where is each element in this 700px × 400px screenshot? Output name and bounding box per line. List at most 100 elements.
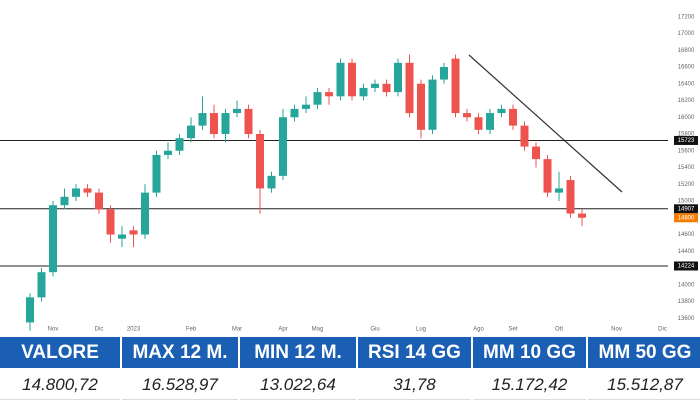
candle-body <box>37 272 46 298</box>
candle-body <box>26 297 34 323</box>
candle-body <box>520 125 529 147</box>
x-tick-label: Dic <box>658 327 667 333</box>
x-tick-label: Set <box>508 327 517 333</box>
y-tick-label: 15000 <box>678 199 695 205</box>
candle-body <box>509 108 517 126</box>
candle-body <box>210 113 218 134</box>
candle-body <box>463 113 471 118</box>
candle-body <box>256 134 264 189</box>
candle-body <box>325 92 333 97</box>
trend-line <box>468 54 623 193</box>
table-header-cell: RSI 14 GG <box>358 337 471 368</box>
x-tick-label: Mar <box>232 327 242 333</box>
candle-body <box>290 108 299 118</box>
candle-body <box>417 83 425 130</box>
candle-body <box>60 196 69 206</box>
candle-body <box>566 180 575 214</box>
y-tick-label: 13600 <box>678 316 695 322</box>
candle-body <box>371 83 379 88</box>
candle-body <box>440 67 448 80</box>
candle-body <box>152 154 161 193</box>
x-tick-label: Apr <box>278 327 287 333</box>
candle-body <box>49 205 57 273</box>
last-price-tag <box>674 213 698 223</box>
x-tick-label: Feb <box>186 327 197 333</box>
candle-body <box>198 113 207 126</box>
x-tick-label: Lug <box>416 327 426 333</box>
candle-body <box>302 104 310 109</box>
table-header-cell: MAX 12 M. <box>122 337 238 368</box>
y-tick-label: 14600 <box>678 232 695 238</box>
candle-body <box>95 192 103 210</box>
table-cell: 31,78 <box>358 370 471 400</box>
candle-body <box>405 62 414 114</box>
candle-body <box>348 62 356 97</box>
candle-body <box>141 192 149 235</box>
candle-body <box>451 58 460 114</box>
candle-body <box>394 62 402 93</box>
table-cell: 15.172,42 <box>473 370 586 400</box>
candle-body <box>474 117 483 130</box>
y-tick-label: 15800 <box>678 132 695 138</box>
x-tick-label: Mag <box>312 327 324 333</box>
table-header-cell: VALORE <box>0 337 120 368</box>
y-tick-label: 16600 <box>678 65 695 71</box>
candle-body <box>497 108 506 114</box>
y-tick-label: 16400 <box>678 81 695 87</box>
level-label: 15723 <box>678 138 695 144</box>
candle-body <box>118 234 126 239</box>
level-label: 14224 <box>678 264 695 270</box>
y-tick-label: 15600 <box>678 148 695 154</box>
level-tag <box>674 204 698 214</box>
candle-body <box>555 188 563 193</box>
x-tick-label: Nov <box>611 327 622 333</box>
stats-table: VALORE MAX 12 M. MIN 12 M. RSI 14 GG MM 10 G… <box>0 337 700 400</box>
level-tag <box>674 135 698 145</box>
y-tick-label: 16200 <box>678 98 695 104</box>
y-tick-label: 14000 <box>678 282 695 288</box>
table-cell: 15.512,87 <box>588 370 700 400</box>
level-tag <box>674 261 698 271</box>
table-cell: 13.022,64 <box>240 370 356 400</box>
level-label: 14907 <box>678 206 695 212</box>
candle-body <box>187 125 195 139</box>
candle-body <box>106 209 115 235</box>
candle-body <box>129 230 138 235</box>
x-tick-label: Ago <box>473 327 484 333</box>
y-tick-label: 15200 <box>678 182 695 188</box>
candle-body <box>279 117 287 176</box>
candle-body <box>233 108 241 114</box>
table-header-cell: MM 50 GG <box>588 337 700 368</box>
x-tick-label: Nov <box>48 327 59 333</box>
y-tick-label: 17200 <box>678 14 695 20</box>
y-tick-label: 16800 <box>678 48 695 54</box>
x-tick-label: 2023 <box>127 327 141 333</box>
x-tick-label: Giu <box>370 327 379 333</box>
y-tick-label: 14400 <box>678 249 695 255</box>
candle-body <box>313 92 322 105</box>
candle-body <box>486 113 494 130</box>
candle-body <box>164 150 172 155</box>
y-tick-label: 15400 <box>678 165 695 171</box>
x-tick-label: Ott <box>555 327 563 333</box>
candle-body <box>532 146 540 160</box>
last-price-label: 14800 <box>678 215 695 221</box>
candle-body <box>336 62 345 97</box>
candle-body <box>382 83 391 93</box>
candle-body <box>244 108 253 134</box>
table-cell: 16.528,97 <box>122 370 238 400</box>
candle-body <box>543 159 552 193</box>
candle-body <box>175 138 184 151</box>
candle-body <box>428 79 437 130</box>
chart: 1360013800140001420014400146001480015000… <box>0 14 698 333</box>
candle-body <box>578 213 586 218</box>
table-cell: 14.800,72 <box>0 370 120 400</box>
y-tick-label: 13800 <box>678 299 695 305</box>
candle-body <box>267 175 276 189</box>
x-tick-label: Dic <box>95 327 104 333</box>
y-tick-label: 17000 <box>678 31 695 37</box>
candle-body <box>359 87 368 97</box>
candle-body <box>72 188 80 197</box>
table-header-cell: MM 10 GG <box>473 337 586 368</box>
